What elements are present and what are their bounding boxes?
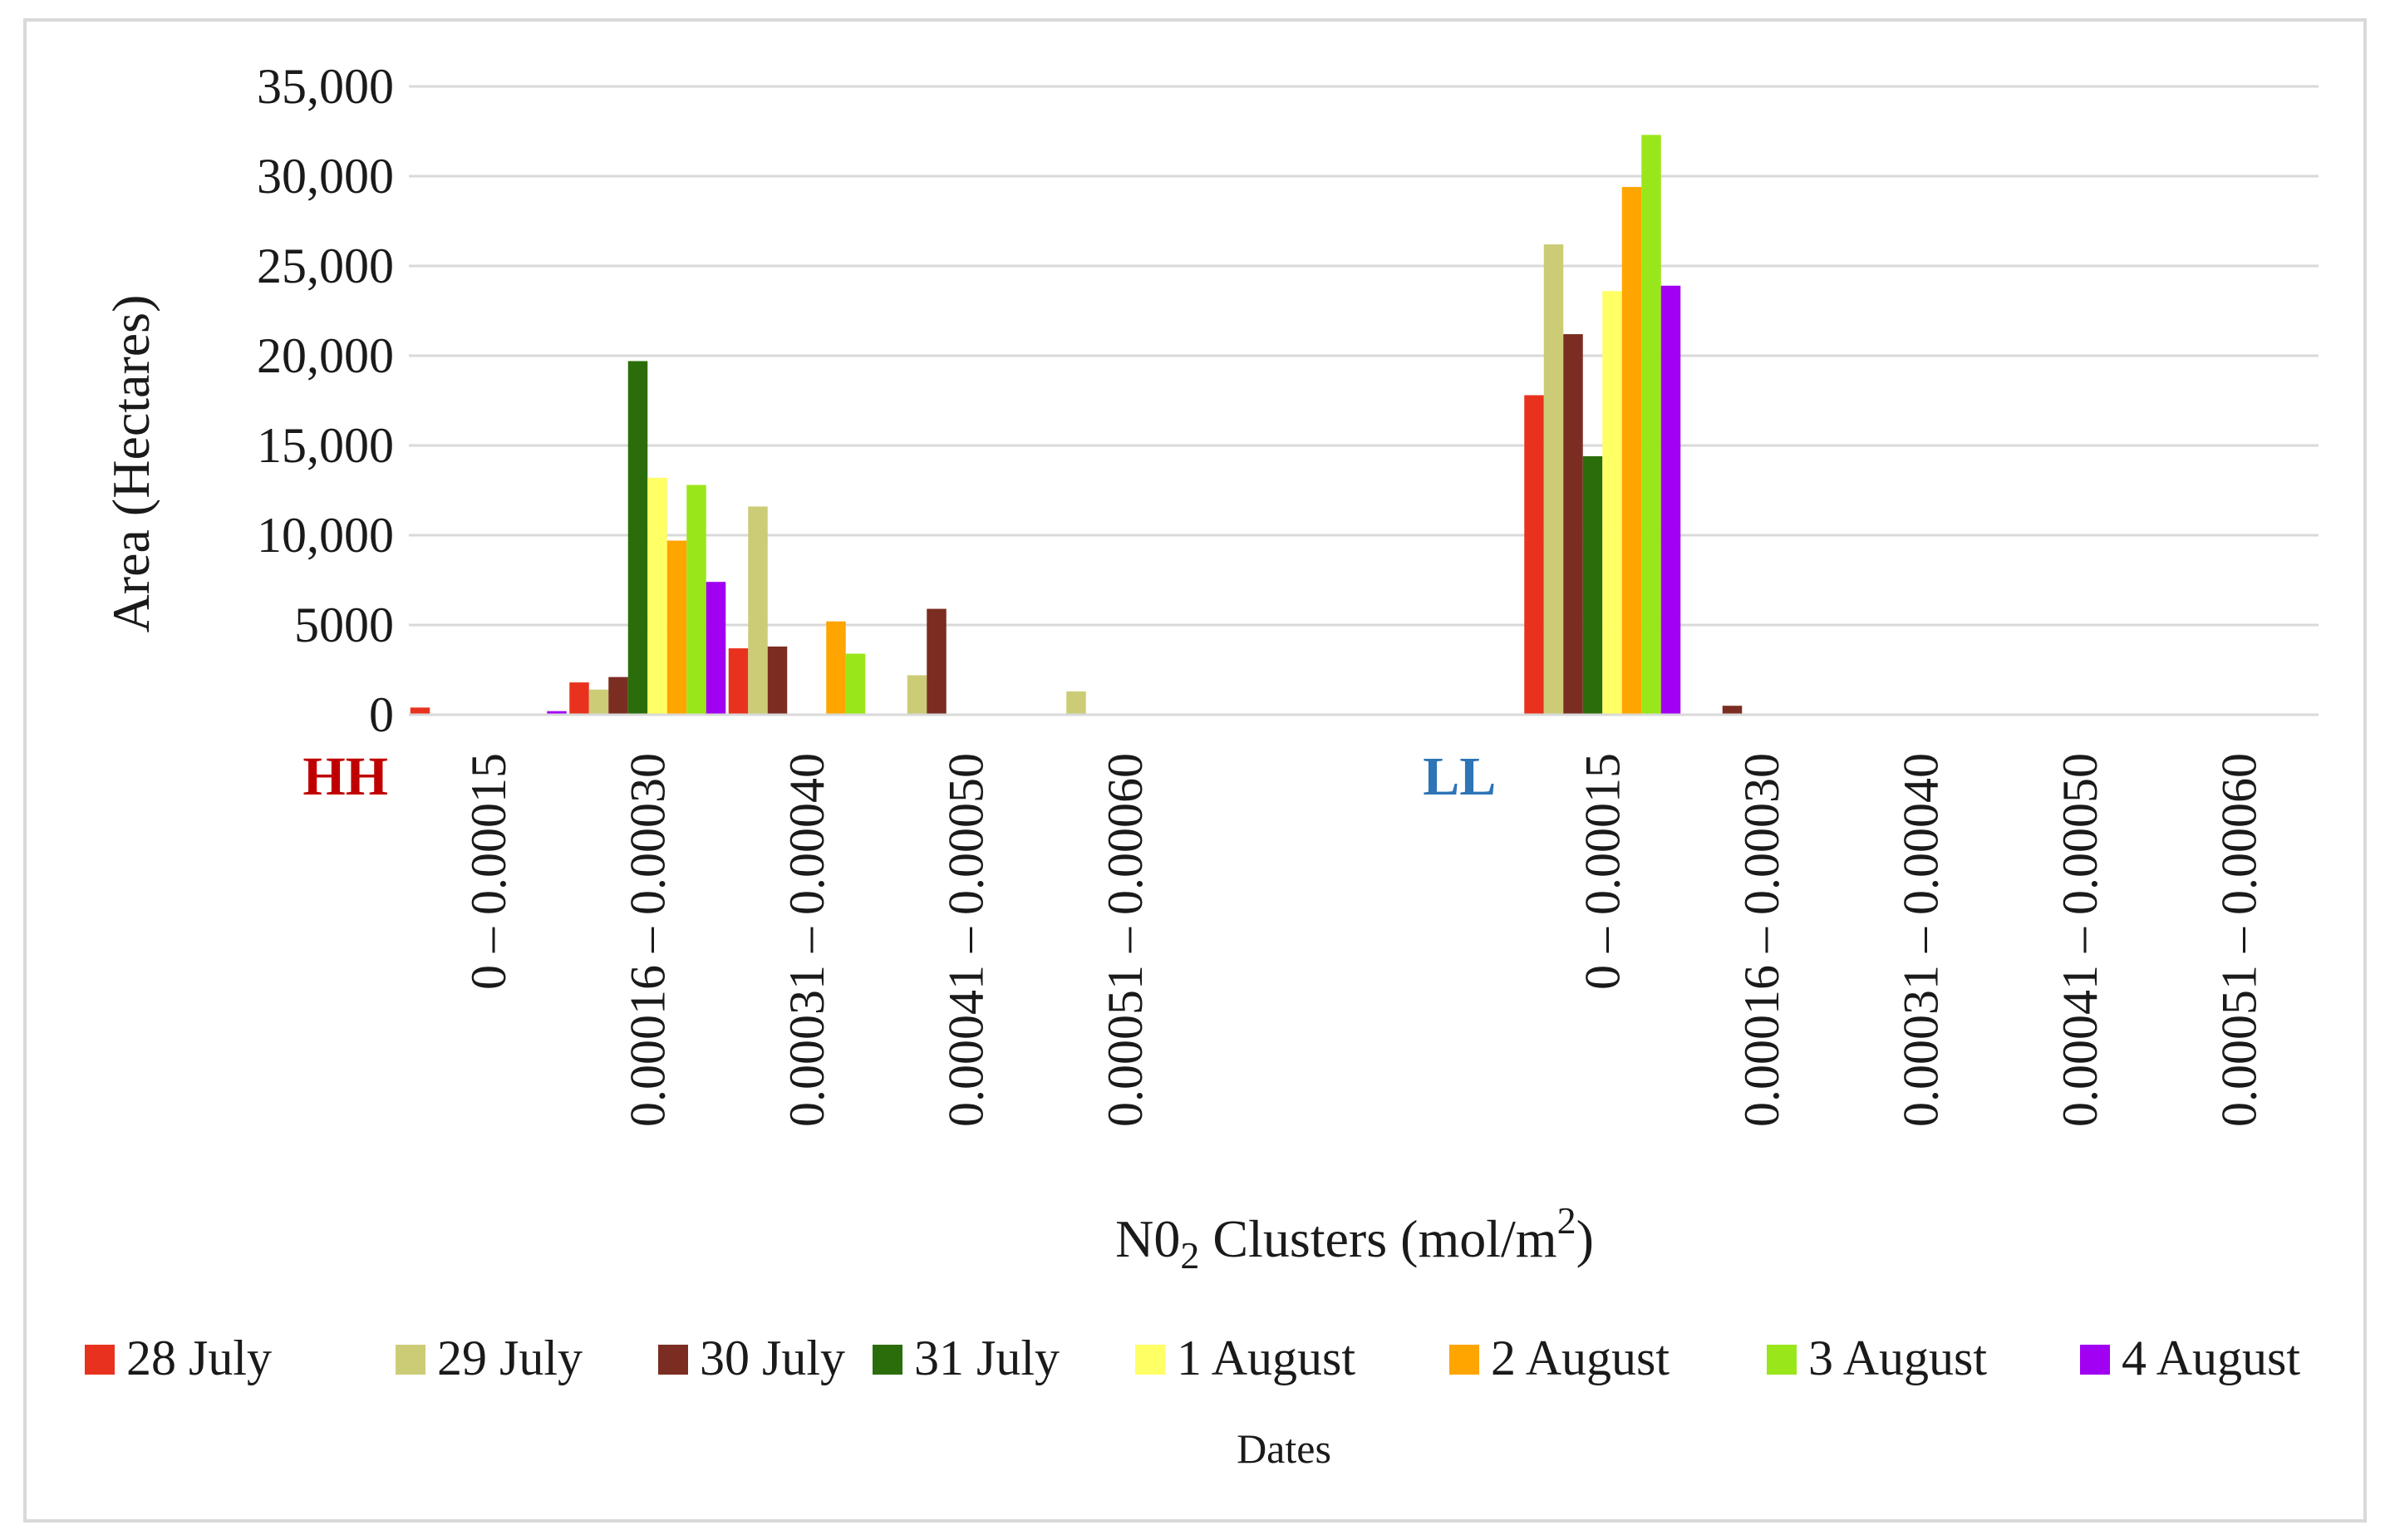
legend-swatch <box>658 1345 688 1375</box>
bar-29-july <box>748 506 768 715</box>
legend-swatch <box>1767 1345 1797 1375</box>
y-tick-label: 15,000 <box>257 418 394 473</box>
x-tick-label: 0.00041 – 0.00050 <box>2053 753 2107 1127</box>
legend-swatch <box>873 1345 902 1375</box>
bar-29-july <box>1543 244 1564 716</box>
x-tick-label: 0.00031 – 0.00040 <box>779 753 834 1127</box>
bar-3-august <box>1641 135 1661 715</box>
bar-3-august <box>845 653 866 715</box>
chart-frame: 0 5000 10,000 15,000 20,000 25,000 30,000 35,00… <box>23 18 2367 1523</box>
x-tick-label: 0.00031 – 0.00040 <box>1893 753 1948 1127</box>
legend-swatch <box>1449 1345 1479 1375</box>
bar-29-july <box>1066 691 1086 715</box>
legend-title: Dates <box>1237 1425 1331 1472</box>
x-tick-label: 0.00041 – 0.00050 <box>938 753 993 1127</box>
y-tick-label: 25,000 <box>257 239 394 293</box>
x-axis-title: N02 Clusters (mol/m2) <box>1115 1199 1594 1277</box>
bar-2-august <box>1621 186 1642 715</box>
bar-chart: 0 5000 10,000 15,000 20,000 25,000 30,000 35,00… <box>85 59 2319 1472</box>
bar-3-august <box>686 485 706 715</box>
bar-30-july <box>1563 334 1583 715</box>
x-tick-label: 0.00051 – 0.00060 <box>2211 753 2266 1127</box>
bar-28-july <box>728 648 749 715</box>
legend-label: 2 August <box>1491 1331 1670 1385</box>
bar-30-july <box>767 646 788 715</box>
legend-swatch <box>2080 1345 2110 1375</box>
legend-label: 4 August <box>2122 1331 2300 1385</box>
y-tick-label: 20,000 <box>257 328 394 383</box>
legend: 28 July 29 July 30 July 31 July 1 August 2 Au… <box>85 1331 2300 1385</box>
x-axis-ticks: 0 – 0.00015 0.00016 – 0.00030 0.00031 – 0.… <box>461 753 2267 1127</box>
y-axis-ticks: 0 5000 10,000 15,000 20,000 25,000 30,000 35,00… <box>257 59 394 742</box>
y-axis-title: Area (Hectares) <box>101 295 160 633</box>
bar-29-july <box>588 689 609 715</box>
legend-swatch <box>1135 1345 1165 1375</box>
legend-swatch <box>396 1345 425 1375</box>
bar-28-july <box>569 682 589 715</box>
bar-31-july <box>627 361 648 715</box>
x-tick-label: 0 – 0.00015 <box>1575 753 1630 990</box>
x-tick-label: 0 – 0.00015 <box>461 753 516 990</box>
bar-2-august <box>666 540 687 715</box>
bar-2-august <box>826 621 846 715</box>
gridlines <box>409 85 2319 627</box>
legend-label: 29 July <box>437 1331 583 1385</box>
legend-label: 28 July <box>126 1331 272 1385</box>
bar-31-july <box>1582 455 1603 715</box>
x-tick-label: 0.00016 – 0.00030 <box>1734 753 1789 1127</box>
group-label-ll: LL <box>1423 746 1496 807</box>
group-label-hh: HH <box>302 746 388 807</box>
bars <box>410 135 1743 716</box>
bar-29-july <box>907 675 927 715</box>
legend-swatch <box>85 1345 115 1375</box>
bar-1-august <box>647 477 667 715</box>
legend-label: 31 July <box>914 1331 1060 1385</box>
legend-label: 3 August <box>1808 1331 1987 1385</box>
x-tick-label: 0.00016 – 0.00030 <box>620 753 675 1127</box>
bar-30-july <box>1722 706 1743 715</box>
y-tick-label: 30,000 <box>257 149 394 204</box>
legend-label: 1 August <box>1177 1331 1355 1385</box>
group-labels: HH LL <box>302 746 1496 807</box>
y-tick-label: 10,000 <box>257 508 394 563</box>
bar-28-july <box>410 707 430 715</box>
bar-4-august <box>1660 285 1681 715</box>
x-tick-label: 0.00051 – 0.00060 <box>1098 753 1153 1127</box>
y-tick-label: 5000 <box>294 598 394 652</box>
bar-4-august <box>547 711 567 715</box>
bar-28-july <box>1524 395 1544 715</box>
y-tick-label: 0 <box>369 687 394 742</box>
y-tick-label: 35,000 <box>257 59 394 114</box>
legend-label: 30 July <box>700 1331 845 1385</box>
bar-4-august <box>706 582 726 715</box>
bar-30-july <box>608 677 628 715</box>
bar-30-july <box>927 608 947 715</box>
bar-1-august <box>1602 291 1622 715</box>
